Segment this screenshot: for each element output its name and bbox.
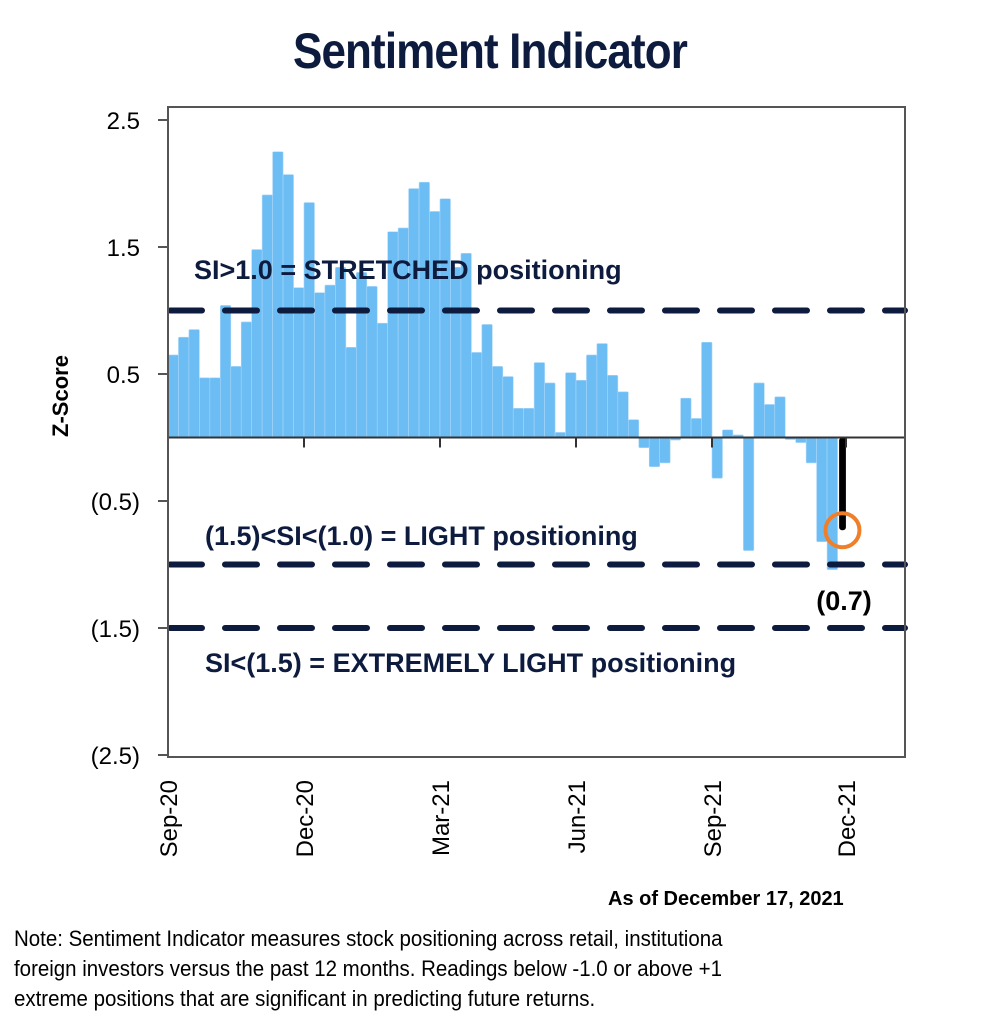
bar xyxy=(722,429,734,438)
bar xyxy=(335,267,347,438)
bar xyxy=(188,329,200,438)
y-tick-label: 0.5 xyxy=(107,362,140,389)
latest-value-label: (0.7) xyxy=(816,586,872,616)
y-tick-label: (0.5) xyxy=(91,489,140,516)
bar xyxy=(502,376,514,438)
bar xyxy=(648,437,660,468)
labels-group: SI>1.0 = STRETCHED positioning (1.5)<SI<(… xyxy=(194,255,872,678)
bar xyxy=(607,374,619,438)
bar xyxy=(544,382,556,438)
bar xyxy=(481,324,493,438)
bar xyxy=(471,352,483,438)
y-axis-label: Z-Score xyxy=(48,355,73,437)
bar xyxy=(617,391,629,438)
bar xyxy=(586,354,598,438)
bar xyxy=(178,336,190,438)
sentiment-chart: 2.5 1.5 0.5 (0.5) (1.5) (2.5) Z-Score Sep-20 Dec… xyxy=(48,106,908,857)
bar xyxy=(596,343,608,438)
bar xyxy=(690,418,702,438)
bar xyxy=(805,437,817,464)
threshold-lines xyxy=(167,307,908,631)
threshold-label-3: SI<(1.5) = EXTREMELY LIGHT positioning xyxy=(205,648,736,678)
y-tick-label: 1.5 xyxy=(107,235,140,262)
bars-group xyxy=(167,151,846,570)
bar xyxy=(209,377,221,438)
bar xyxy=(240,321,252,438)
threshold-label-1: SI>1.0 = STRETCHED positioning xyxy=(194,255,622,285)
bar xyxy=(167,354,179,438)
bar xyxy=(376,322,388,438)
x-tick-label: Dec-21 xyxy=(834,780,861,857)
bar xyxy=(659,437,671,464)
bar xyxy=(753,382,765,438)
note-line-2: foreign investors versus the past 12 mon… xyxy=(14,956,722,981)
bar xyxy=(628,419,640,438)
highlight-circle xyxy=(823,511,862,550)
y-tick-label: (1.5) xyxy=(91,616,140,643)
bar xyxy=(345,347,357,438)
y-tick-label: 2.5 xyxy=(107,108,140,135)
bar xyxy=(743,437,755,551)
y-tick-label: (2.5) xyxy=(91,743,140,770)
bar xyxy=(199,377,211,438)
bar xyxy=(711,437,723,479)
note-line-1: Note: Sentiment Indicator measures stock… xyxy=(14,926,723,951)
bar xyxy=(533,362,545,438)
bar xyxy=(774,396,786,438)
x-tick-label: Jun-21 xyxy=(564,780,591,853)
bar xyxy=(261,194,273,438)
bar xyxy=(439,198,451,438)
bar xyxy=(638,437,650,448)
bar xyxy=(565,372,577,438)
chart-title: Sentiment Indicator xyxy=(292,23,688,79)
bar xyxy=(220,305,232,438)
bar xyxy=(314,292,326,438)
bar xyxy=(492,366,504,438)
x-tick-label: Sep-20 xyxy=(156,780,183,857)
latest-bar xyxy=(839,437,846,531)
bar xyxy=(523,407,535,438)
note-line-3: extreme positions that are significant i… xyxy=(14,986,596,1011)
threshold-label-2: (1.5)<SI<(1.0) = LIGHT positioning xyxy=(205,521,638,551)
bar xyxy=(701,341,713,438)
x-tick-label: Sep-21 xyxy=(700,780,727,857)
x-tick-label: Dec-20 xyxy=(292,780,319,857)
footnote: Note: Sentiment Indicator measures stock… xyxy=(14,924,997,1014)
bar xyxy=(272,151,284,438)
plot-frame xyxy=(167,106,906,758)
bar xyxy=(450,267,462,438)
as-of-date: As of December 17, 2021 xyxy=(608,888,844,910)
bar xyxy=(575,380,587,438)
bar xyxy=(429,211,441,438)
bar xyxy=(282,174,294,438)
bar xyxy=(512,407,524,438)
x-tick-label: Mar-21 xyxy=(428,780,455,856)
bar xyxy=(826,437,838,570)
axes: 2.5 1.5 0.5 (0.5) (1.5) (2.5) Z-Score Sep-20 Dec… xyxy=(48,106,906,857)
bar xyxy=(680,397,692,438)
bar xyxy=(230,366,242,438)
bar xyxy=(356,272,368,438)
bar xyxy=(303,202,315,438)
bar xyxy=(764,404,776,438)
